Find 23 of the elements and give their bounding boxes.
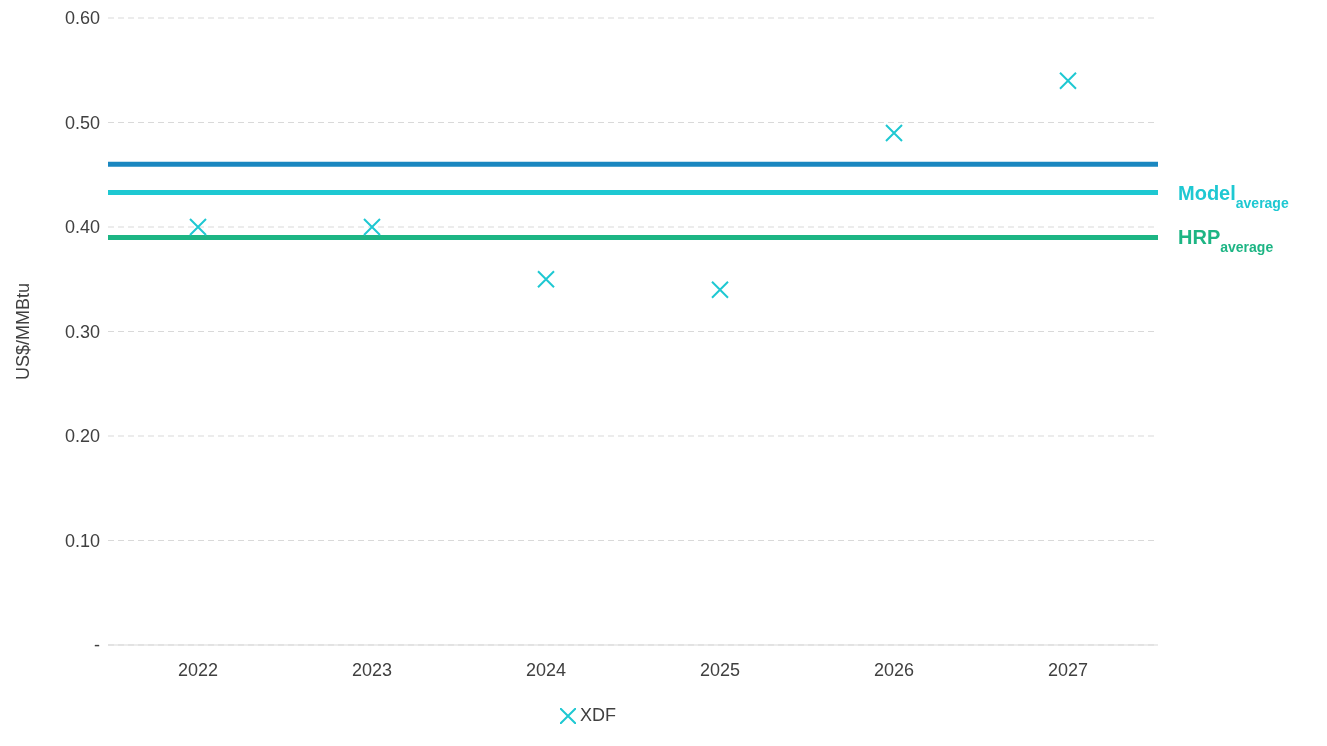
y-axis-title: US$/MMBtu	[13, 282, 34, 381]
y-tick-label: -	[94, 635, 100, 656]
ref-line-label: Model$_{average}$	[1178, 181, 1289, 211]
x-tick-label: 2023	[351, 659, 393, 680]
legend-label: XDF	[579, 705, 616, 726]
y-tick-label: 0.60	[64, 8, 100, 29]
x-tick-label: 2027	[1047, 659, 1089, 680]
ref-line-label: HRP$_{average}$	[1178, 226, 1274, 256]
x-tick-label: 2025	[699, 659, 741, 680]
x-tick-label: 2024	[525, 659, 567, 680]
point	[189, 218, 207, 236]
point	[885, 123, 903, 142]
y-tick-label: 0.20	[64, 426, 100, 447]
point	[363, 218, 381, 236]
point	[1059, 71, 1077, 90]
y-tick-label: 0.10	[64, 530, 100, 551]
y-tick-label: 0.30	[64, 321, 100, 342]
point	[711, 280, 729, 299]
y-tick-label: 0.50	[64, 112, 100, 133]
x-tick-label: 2022	[177, 659, 219, 680]
point	[537, 270, 555, 289]
x-tick-label: 2026	[873, 659, 915, 680]
y-tick-label: 0.40	[64, 217, 100, 238]
